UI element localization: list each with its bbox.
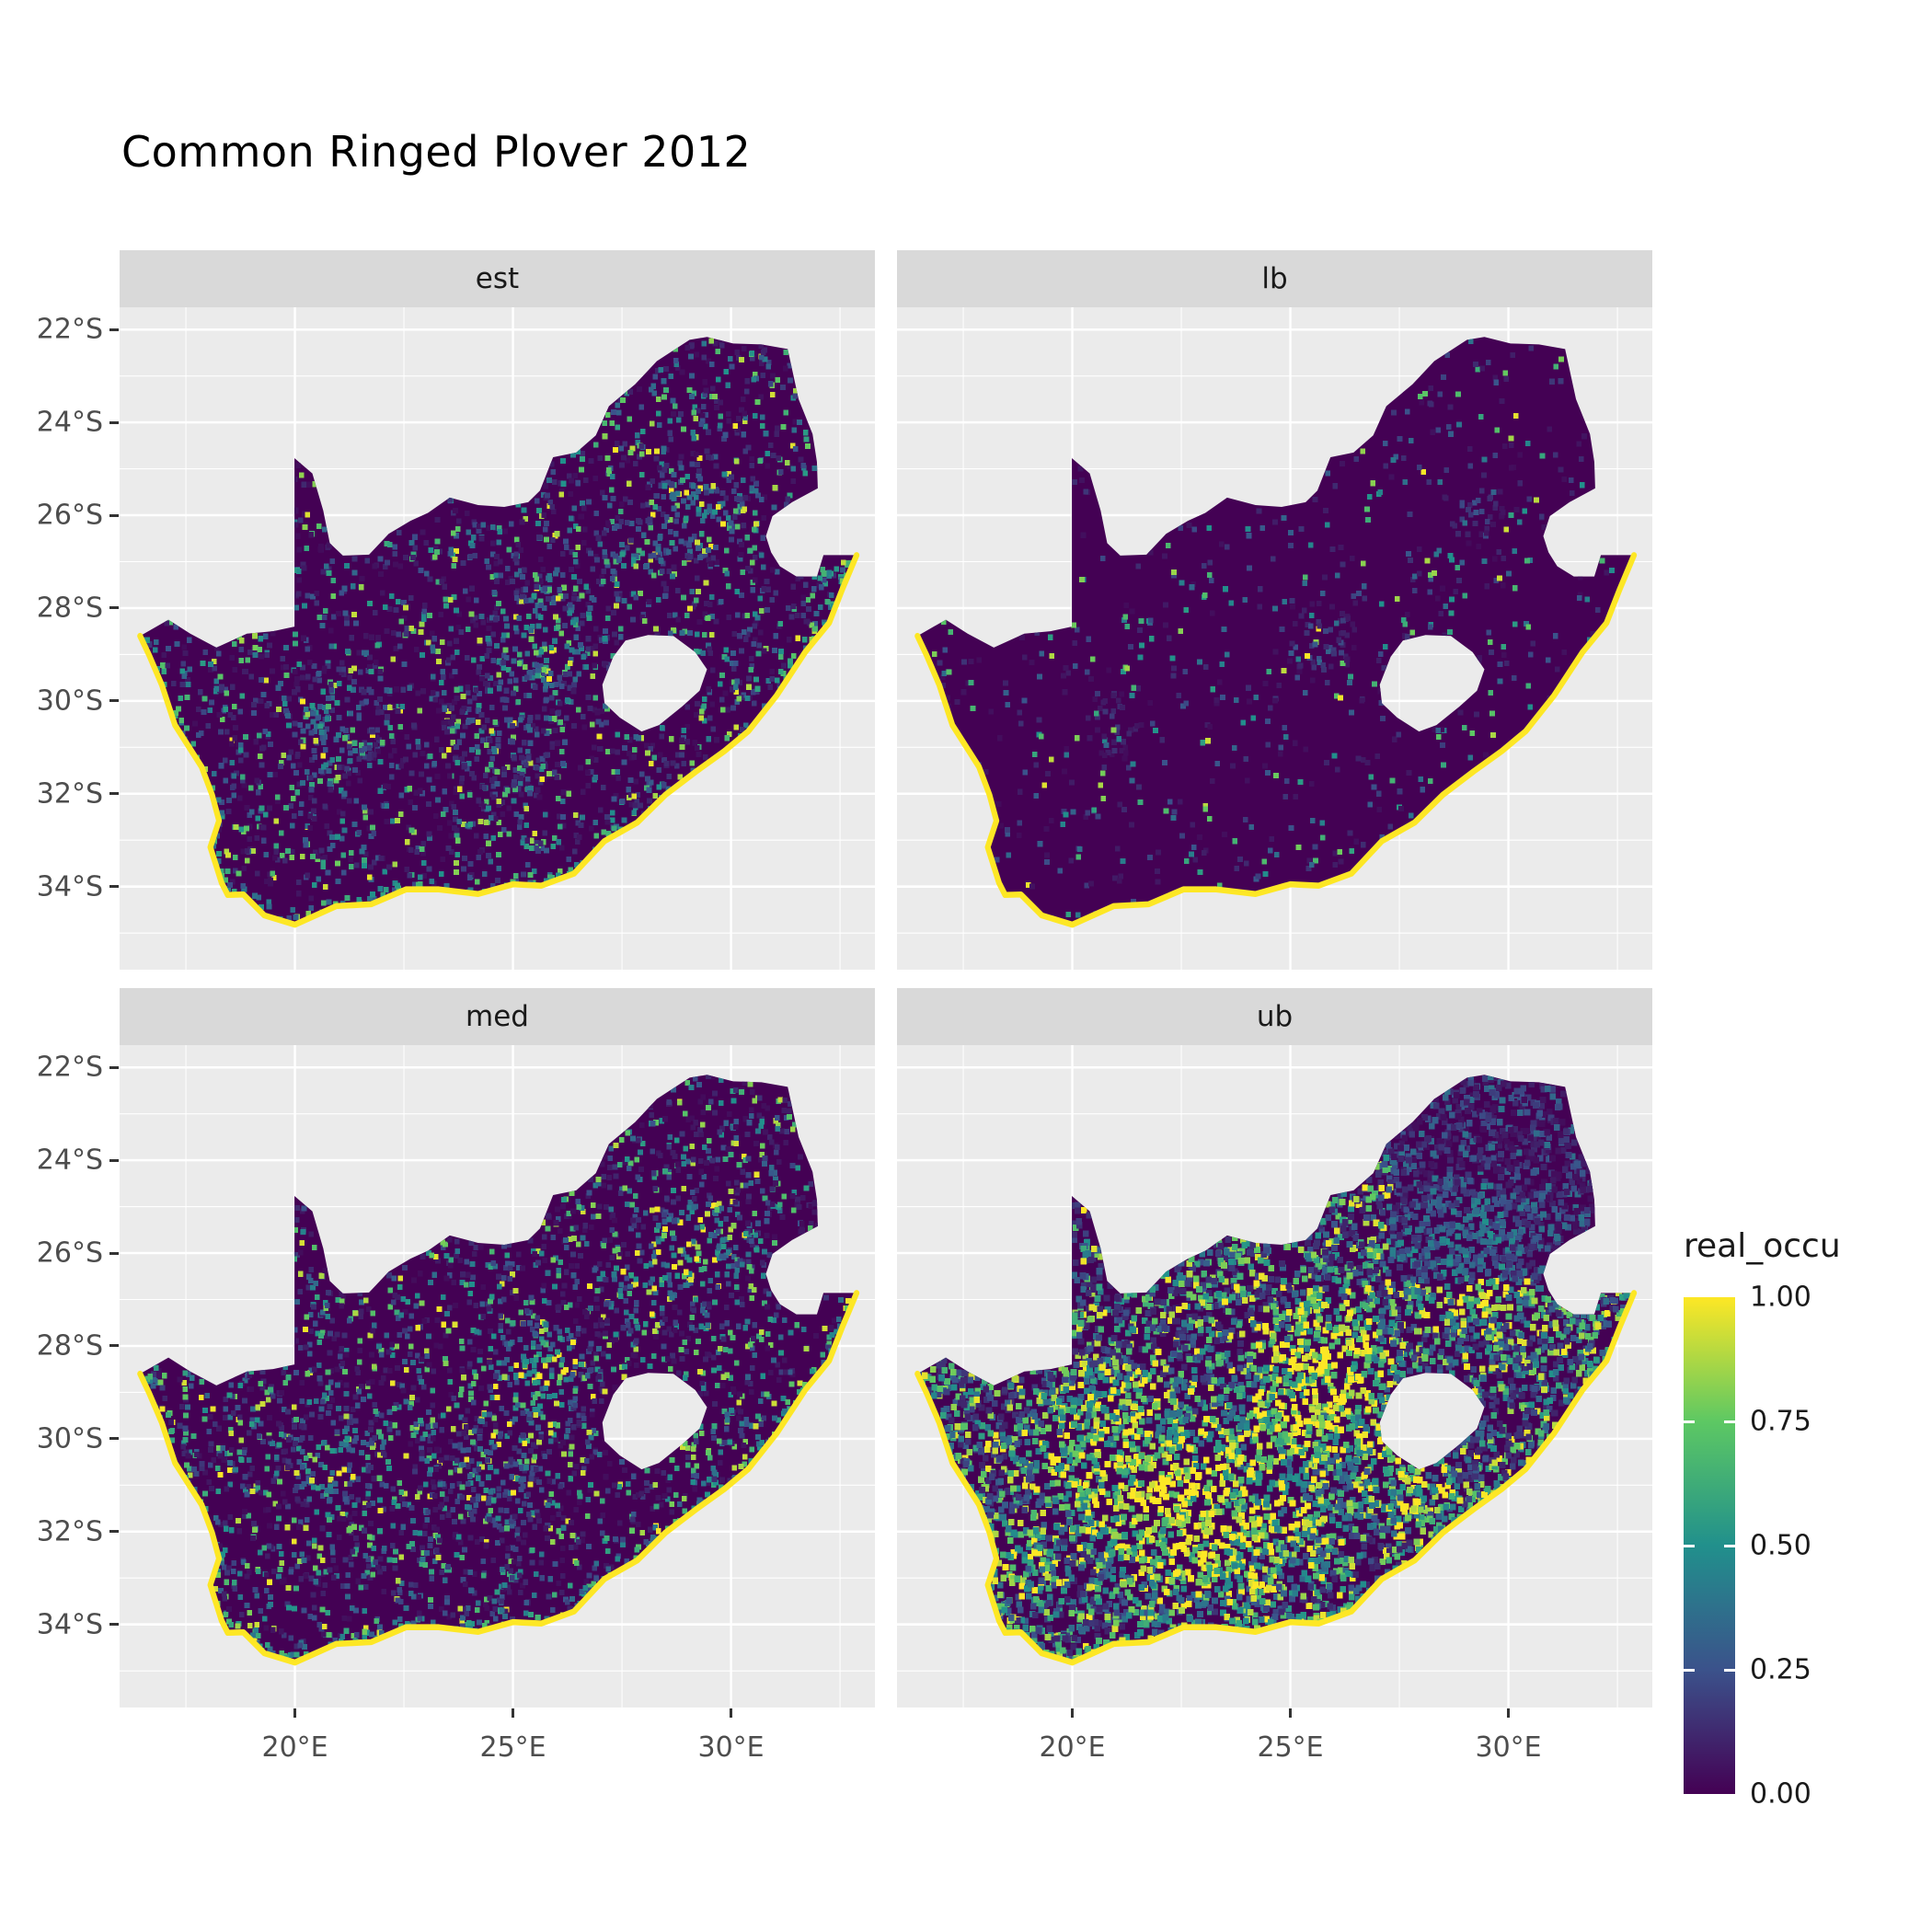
y-axis-tick xyxy=(109,885,119,889)
y-axis-label: 26°S xyxy=(36,1236,103,1270)
legend-tick-label: 0.25 xyxy=(1750,1653,1811,1686)
legend-tick-mark xyxy=(1724,1420,1735,1423)
y-axis-tick xyxy=(109,1344,119,1348)
x-axis-tick xyxy=(1289,1708,1293,1718)
legend-title: real_occu xyxy=(1684,1227,1841,1265)
x-axis-tick xyxy=(293,1708,297,1718)
country-shape xyxy=(917,337,1635,926)
y-axis-tick xyxy=(109,1437,119,1441)
y-axis-tick xyxy=(109,1251,119,1255)
coastline xyxy=(914,1290,1638,1666)
y-axis-tick xyxy=(109,1065,119,1069)
y-axis-tick xyxy=(109,792,119,796)
x-axis-tick xyxy=(1507,1708,1511,1718)
facet-strip-label-lb: lb xyxy=(1261,262,1288,295)
facet-panel-ub xyxy=(897,1045,1652,1708)
x-axis-label: 25°E xyxy=(1257,1731,1324,1764)
facet-panel-med xyxy=(120,1045,875,1708)
legend-tick-label: 0.50 xyxy=(1750,1529,1811,1562)
legend-tick-label: 0.75 xyxy=(1750,1405,1811,1438)
facet-strip-lb: lb xyxy=(897,250,1652,307)
x-axis-tick xyxy=(512,1708,515,1718)
y-axis-label: 28°S xyxy=(36,592,103,625)
y-axis-tick xyxy=(109,699,119,703)
y-axis-tick xyxy=(109,328,119,331)
legend-tick-mark xyxy=(1684,1544,1695,1547)
y-axis-label: 26°S xyxy=(36,499,103,532)
x-axis-label: 20°E xyxy=(261,1731,328,1764)
facet-panel-est xyxy=(120,307,875,970)
map-med xyxy=(120,1045,875,1708)
y-axis-label: 30°S xyxy=(36,684,103,718)
x-axis-tick xyxy=(1071,1708,1075,1718)
y-axis-label: 28°S xyxy=(36,1329,103,1363)
y-axis-tick xyxy=(109,1158,119,1162)
y-axis-tick xyxy=(109,606,119,610)
facet-panel-lb xyxy=(897,307,1652,970)
map-lb xyxy=(897,307,1652,970)
legend-tick-mark xyxy=(1724,1544,1735,1547)
facet-strip-med: med xyxy=(120,988,875,1045)
coastline xyxy=(137,552,860,928)
plot-title: Common Ringed Plover 2012 xyxy=(121,127,752,177)
y-axis-label: 22°S xyxy=(36,1051,103,1084)
map-ub xyxy=(897,1045,1652,1708)
legend-tick-label: 0.00 xyxy=(1750,1777,1811,1811)
y-axis-label: 22°S xyxy=(36,313,103,346)
y-axis-tick xyxy=(109,420,119,424)
y-axis-label: 24°S xyxy=(36,1144,103,1177)
y-axis-label: 30°S xyxy=(36,1422,103,1455)
y-axis-label: 32°S xyxy=(36,1515,103,1548)
raster-cells xyxy=(917,1075,1633,1663)
x-axis-label: 30°E xyxy=(697,1731,765,1764)
facet-strip-est: est xyxy=(120,250,875,307)
y-axis-label: 24°S xyxy=(36,406,103,439)
facet-strip-label-ub: ub xyxy=(1256,1000,1294,1033)
raster-cells xyxy=(931,338,1618,918)
y-axis-label: 34°S xyxy=(36,1608,103,1641)
x-axis-label: 25°E xyxy=(479,1731,546,1764)
legend-tick-mark xyxy=(1684,1668,1695,1672)
facet-strip-label-med: med xyxy=(466,1000,529,1033)
y-axis-label: 32°S xyxy=(36,777,103,811)
y-axis-label: 34°S xyxy=(36,870,103,903)
y-axis-tick xyxy=(109,513,119,517)
y-axis-tick xyxy=(109,1623,119,1627)
y-axis-tick xyxy=(109,1530,119,1534)
coastline xyxy=(137,1290,860,1666)
x-axis-label: 30°E xyxy=(1475,1731,1542,1764)
map-est xyxy=(120,307,875,970)
x-axis-label: 20°E xyxy=(1039,1731,1106,1764)
raster-cells xyxy=(142,1075,851,1663)
legend-tick-mark xyxy=(1724,1668,1735,1672)
facet-strip-label-est: est xyxy=(475,262,520,295)
coastline xyxy=(914,552,1638,928)
legend-tick-label: 1.00 xyxy=(1750,1281,1811,1314)
x-axis-tick xyxy=(730,1708,733,1718)
legend-tick-mark xyxy=(1684,1420,1695,1423)
facet-strip-ub: ub xyxy=(897,988,1652,1045)
